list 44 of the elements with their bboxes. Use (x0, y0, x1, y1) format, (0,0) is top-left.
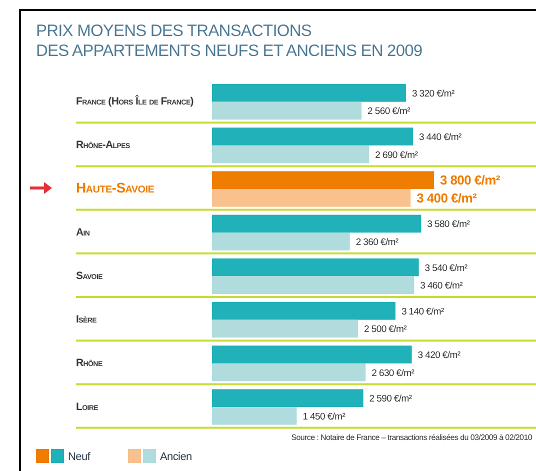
data-label: 2 630 €/m² (372, 368, 414, 379)
data-label: 3 320 €/m² (412, 88, 455, 100)
data-label: 3 460 €/m² (420, 280, 463, 292)
bar (212, 102, 362, 120)
bar (212, 389, 364, 407)
data-label: 3 400 €/m² (416, 190, 478, 206)
bar (212, 232, 350, 250)
bar (212, 258, 419, 276)
data-label: 2 360 €/m² (356, 237, 398, 248)
bar (212, 407, 297, 425)
y-tick-label: Rhône (76, 357, 103, 370)
data-label: 3 440 €/m² (418, 132, 462, 144)
data-label: 3 420 €/m² (418, 350, 460, 362)
legend-label: Ancien (160, 450, 192, 463)
bar (212, 84, 406, 102)
y-tick-label: Loire (76, 400, 99, 413)
bar (212, 189, 411, 207)
bar (212, 171, 434, 189)
data-label: 2 500 €/m² (364, 324, 407, 336)
chart-title: PRIX MOYENS DES TRANSACTIONS DES APPARTEMENTS NEUFS ET ANCIENS EN 2009 (36, 22, 422, 60)
bar (212, 214, 422, 233)
data-label: 2 560 €/m² (368, 106, 410, 118)
bar (212, 302, 396, 320)
bar (212, 346, 412, 364)
data-label: 3 540 €/m² (424, 262, 468, 274)
y-tick-label: Savoie (76, 270, 104, 282)
bar (212, 128, 413, 146)
bar (212, 145, 370, 164)
data-label: 2 590 €/m² (369, 394, 412, 405)
data-label: 3 580 €/m² (427, 219, 470, 230)
source-note: Source : Notaire de France – transactions réalisées du 03/2009 à 02/2010 (291, 433, 533, 442)
data-label: 3 800 €/m² (440, 172, 501, 188)
y-tick-label: Haute-Savoie (76, 180, 155, 196)
bar (212, 320, 358, 338)
data-label: 2 690 €/m² (375, 150, 418, 161)
y-tick-label: Rhône-Alpes (76, 139, 130, 152)
data-label: 1 450 €/m² (302, 411, 346, 422)
data-label: 3 140 €/m² (401, 306, 444, 318)
bar (212, 276, 414, 294)
y-tick-label: France (Hors Île de France) (76, 94, 194, 108)
y-tick-label: Ain (76, 226, 90, 238)
y-tick-label: Isère (76, 314, 98, 326)
legend-label: Neuf (68, 450, 92, 463)
bar (212, 363, 366, 382)
